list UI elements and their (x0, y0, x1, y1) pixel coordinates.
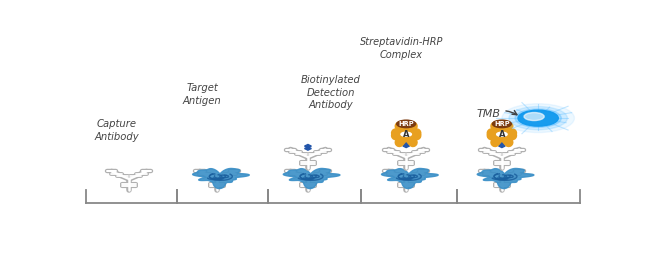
Text: HRP: HRP (398, 121, 414, 127)
Polygon shape (305, 145, 311, 148)
Text: A: A (499, 130, 505, 139)
Circle shape (518, 110, 558, 126)
Text: HRP: HRP (494, 121, 510, 127)
Circle shape (401, 132, 411, 136)
Polygon shape (192, 168, 249, 188)
Circle shape (497, 132, 507, 136)
Text: A: A (403, 130, 410, 139)
Circle shape (502, 104, 575, 133)
Polygon shape (382, 168, 438, 188)
Polygon shape (305, 147, 311, 150)
Circle shape (497, 122, 502, 124)
Polygon shape (283, 168, 340, 188)
Circle shape (509, 107, 567, 130)
Circle shape (493, 120, 512, 128)
Circle shape (515, 109, 562, 127)
Circle shape (401, 122, 406, 124)
Text: Biotinylated
Detection
Antibody: Biotinylated Detection Antibody (301, 75, 361, 110)
Polygon shape (499, 144, 505, 148)
Text: Capture
Antibody: Capture Antibody (94, 119, 139, 142)
Circle shape (396, 120, 415, 128)
Polygon shape (477, 168, 534, 188)
Polygon shape (499, 142, 505, 145)
Polygon shape (403, 142, 410, 145)
Text: Target
Antigen: Target Antigen (183, 83, 222, 106)
Text: TMB: TMB (476, 109, 517, 119)
Polygon shape (403, 144, 410, 148)
Circle shape (524, 113, 544, 121)
Text: Streptavidin-HRP
Complex: Streptavidin-HRP Complex (359, 37, 443, 60)
